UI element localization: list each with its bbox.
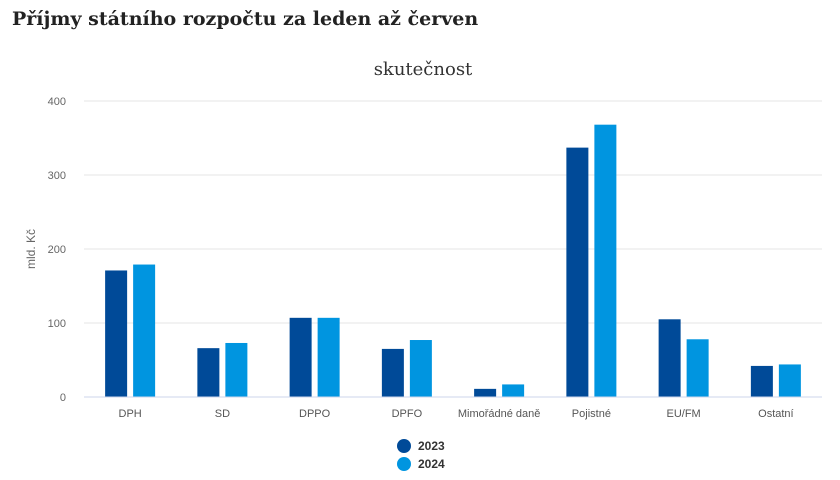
bar-2023-3[interactable] (381, 348, 404, 397)
bar-2024-7[interactable] (778, 364, 801, 397)
y-tick-label-300: 300 (48, 170, 66, 182)
bar-2023-6[interactable] (658, 319, 681, 397)
bar-2024-5[interactable] (594, 124, 617, 398)
bar-2024-0[interactable] (133, 264, 156, 397)
y-tick-label-200: 200 (48, 244, 66, 256)
bar-2024-3[interactable] (409, 340, 432, 397)
bar-2023-1[interactable] (197, 348, 220, 397)
x-tick-label-2: DPPO (299, 408, 331, 420)
x-tick-labels: DPH SD DPPO DPFO Mimořádné daně Pojistné EU/FM… (119, 408, 794, 420)
page-title: Příjmy státního rozpočtu za leden až čer… (12, 8, 479, 30)
bar-2024-1[interactable] (225, 342, 248, 397)
y-tick-label-400: 400 (48, 96, 66, 108)
legend-swatch-2024 (397, 457, 411, 471)
bar-2023-0[interactable] (105, 270, 128, 397)
bar-2023-5[interactable] (566, 147, 589, 397)
x-tick-label-1: SD (215, 408, 230, 420)
legend-item-2023[interactable]: 2023 (397, 437, 445, 455)
y-tick-label-0: 0 (60, 392, 66, 404)
chart-title: skutečnost (374, 59, 473, 80)
bar-2023-7[interactable] (750, 365, 773, 397)
y-tick-labels: 0 100 200 300 400 (48, 96, 66, 404)
grid-lines (84, 100, 822, 324)
legend-item-2024[interactable]: 2024 (397, 455, 445, 473)
bars (105, 124, 801, 398)
x-tick-label-3: DPFO (392, 408, 423, 420)
x-tick-label-0: DPH (119, 408, 142, 420)
legend-swatch-2023 (397, 439, 411, 453)
bar-2023-4[interactable] (474, 388, 497, 397)
legend-label-2023: 2023 (418, 439, 445, 453)
bar-2023-2[interactable] (289, 317, 312, 397)
legend: 2023 2024 (397, 437, 445, 473)
x-tick-label-7: Ostatní (758, 408, 793, 420)
x-tick-label-4: Mimořádné daně (458, 408, 541, 420)
legend-label-2024: 2024 (418, 457, 445, 471)
x-tick-label-6: EU/FM (667, 408, 701, 420)
x-tick-label-5: Pojistné (572, 408, 611, 420)
y-tick-label-100: 100 (48, 318, 66, 330)
bar-2024-6[interactable] (686, 339, 709, 397)
bar-2024-4[interactable] (502, 384, 525, 397)
bar-2024-2[interactable] (317, 317, 340, 397)
y-axis-label: mld. Kč (24, 229, 38, 269)
